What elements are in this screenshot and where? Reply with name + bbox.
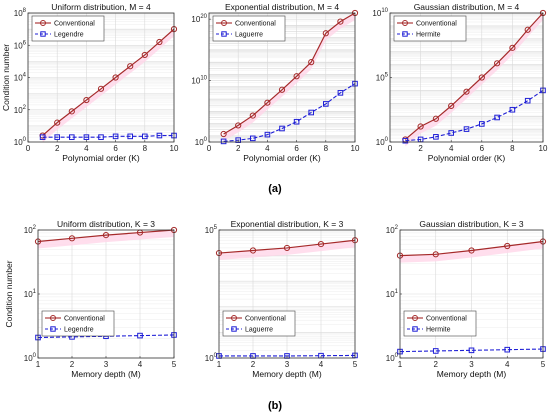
y-tick-label: 104 bbox=[14, 73, 27, 83]
x-tick-label: 0 bbox=[388, 144, 393, 153]
x-tick-label: 2 bbox=[418, 144, 423, 153]
x-tick-label: 2 bbox=[251, 360, 256, 369]
legend: Conventional Hermite bbox=[404, 311, 476, 336]
legend: Conventional Laguerre bbox=[213, 16, 285, 41]
y-tick-label: 1010 bbox=[372, 8, 388, 18]
x-tick-label: 6 bbox=[113, 144, 118, 153]
x-tick-label: 2 bbox=[55, 144, 60, 153]
panel-label-a: (a) bbox=[268, 183, 282, 195]
y-tick-label: 101 bbox=[386, 289, 399, 299]
x-tick-label: 6 bbox=[480, 144, 485, 153]
legend-label-orthogonal: Hermite bbox=[416, 32, 441, 39]
x-tick-label: 4 bbox=[505, 360, 510, 369]
legend-label-orthogonal: Hermite bbox=[426, 327, 451, 334]
y-tick-label: 102 bbox=[14, 105, 27, 115]
legend-label-orthogonal: Laguerre bbox=[245, 327, 273, 334]
chart-3: 0 2 4 6 8 10 100 105 1010 Gaussian distribution, … bbox=[372, 2, 548, 163]
x-tick-label: 0 bbox=[26, 144, 31, 153]
x-axis-label: Memory depth (M) bbox=[252, 369, 322, 379]
x-tick-label: 3 bbox=[285, 360, 290, 369]
legend-label-conventional: Conventional bbox=[245, 316, 286, 323]
x-tick-label: 4 bbox=[138, 360, 143, 369]
legend: Conventional Laguerre bbox=[223, 311, 295, 336]
y-tick-label: 102 bbox=[24, 225, 37, 235]
x-tick-label: 5 bbox=[353, 360, 358, 369]
y-tick-label: 100 bbox=[386, 353, 399, 363]
x-tick-label: 1 bbox=[398, 360, 403, 369]
x-axis-label: Memory depth (M) bbox=[71, 369, 141, 379]
x-tick-label: 8 bbox=[324, 144, 329, 153]
chart-title: Uniform distribution, M = 4 bbox=[51, 2, 151, 12]
legend-label-conventional: Conventional bbox=[235, 21, 276, 28]
x-tick-label: 10 bbox=[539, 144, 548, 153]
chart-title: Exponential distribution, K = 3 bbox=[231, 219, 344, 229]
y-tick-label: 100 bbox=[205, 353, 218, 363]
x-tick-label: 10 bbox=[170, 144, 179, 153]
chart-6: 1 2 3 4 5 100 101 102 Gaussian distribution, K =… bbox=[386, 219, 546, 379]
x-axis-label: Polynomial order (K) bbox=[428, 153, 506, 163]
y-tick-label: 1010 bbox=[191, 76, 207, 86]
x-tick-label: 8 bbox=[143, 144, 148, 153]
x-tick-label: 2 bbox=[434, 360, 439, 369]
x-tick-label: 2 bbox=[236, 144, 241, 153]
y-tick-label: 1020 bbox=[191, 14, 207, 24]
x-axis-label: Polynomial order (K) bbox=[62, 153, 140, 163]
x-tick-label: 0 bbox=[207, 144, 212, 153]
chart-4: 1 2 3 4 5 100 101 102 Uniform distribution, K = … bbox=[4, 219, 177, 379]
legend-label-conventional: Conventional bbox=[54, 21, 95, 28]
x-tick-label: 10 bbox=[351, 144, 360, 153]
legend: Conventional Legendre bbox=[42, 311, 114, 336]
legend-label-orthogonal: Laguerre bbox=[235, 32, 263, 39]
x-tick-label: 5 bbox=[541, 360, 546, 369]
y-tick-label: 100 bbox=[14, 137, 27, 147]
chart-title: Exponential distribution, M = 4 bbox=[225, 2, 339, 12]
x-tick-label: 3 bbox=[104, 360, 109, 369]
legend-label-conventional: Conventional bbox=[426, 316, 467, 323]
x-tick-label: 4 bbox=[265, 144, 270, 153]
x-tick-label: 1 bbox=[217, 360, 222, 369]
x-tick-label: 4 bbox=[449, 144, 454, 153]
x-tick-label: 2 bbox=[70, 360, 75, 369]
legend-label-orthogonal: Legendre bbox=[64, 327, 94, 334]
panel-label-b: (b) bbox=[268, 400, 282, 412]
y-tick-label: 100 bbox=[195, 137, 208, 147]
chart-5: 1 2 3 4 5 100 105 Exponential distribution, K =… bbox=[205, 219, 358, 379]
chart-title: Gaussian distribution, M = 4 bbox=[414, 2, 520, 12]
legend-label-conventional: Conventional bbox=[64, 316, 105, 323]
legend-label-orthogonal: Legendre bbox=[54, 32, 84, 39]
x-tick-label: 5 bbox=[172, 360, 177, 369]
y-tick-label: 105 bbox=[376, 73, 389, 83]
chart-title: Uniform distribution, K = 3 bbox=[57, 219, 155, 229]
y-tick-label: 101 bbox=[24, 289, 37, 299]
x-tick-label: 4 bbox=[84, 144, 89, 153]
x-axis-label: Memory depth (M) bbox=[437, 369, 507, 379]
legend: Conventional Legendre bbox=[32, 16, 104, 41]
y-tick-label: 105 bbox=[205, 225, 218, 235]
series-line-orthogonal bbox=[219, 355, 355, 356]
y-axis-label: Condition number bbox=[1, 44, 11, 111]
y-tick-label: 102 bbox=[386, 225, 399, 235]
x-tick-label: 6 bbox=[294, 144, 299, 153]
y-axis-label: Condition number bbox=[4, 260, 14, 327]
y-tick-label: 108 bbox=[14, 8, 27, 18]
x-tick-label: 1 bbox=[36, 360, 41, 369]
chart-title: Gaussian distribution, K = 3 bbox=[419, 219, 523, 229]
y-tick-label: 106 bbox=[14, 40, 27, 50]
x-tick-label: 3 bbox=[469, 360, 474, 369]
chart-2: 0 2 4 6 8 10 100 1010 1020 Exponential distributi… bbox=[191, 2, 360, 163]
chart-1: 0 2 4 6 8 10 100 102 104 106 108 Uniform distributi… bbox=[1, 2, 179, 163]
legend: Conventional Hermite bbox=[394, 16, 466, 41]
legend-label-conventional: Conventional bbox=[416, 21, 457, 28]
x-tick-label: 8 bbox=[510, 144, 515, 153]
y-tick-label: 100 bbox=[24, 353, 37, 363]
x-axis-label: Polynomial order (K) bbox=[243, 153, 321, 163]
y-tick-label: 100 bbox=[376, 137, 389, 147]
x-tick-label: 4 bbox=[319, 360, 324, 369]
